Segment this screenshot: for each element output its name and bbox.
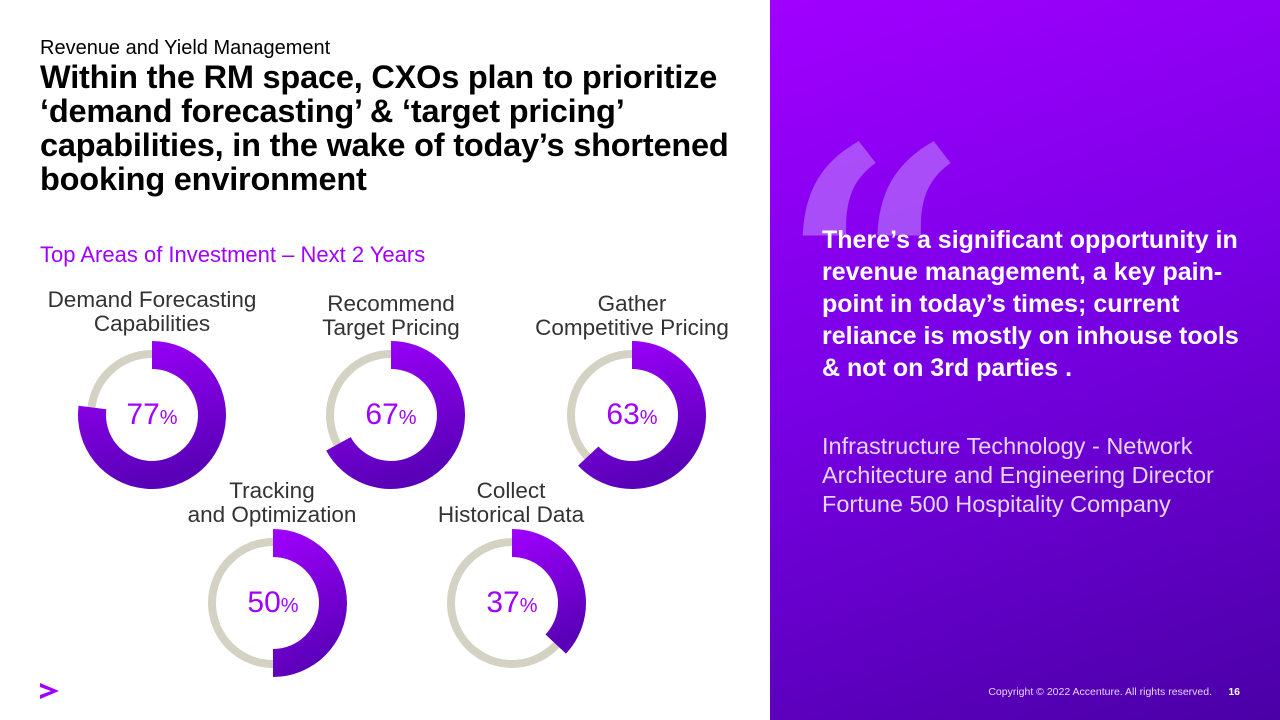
label-line: Capabilities xyxy=(93,311,211,336)
value-number: 67 xyxy=(365,398,399,431)
donut-arc xyxy=(78,341,227,489)
donut-arc xyxy=(273,529,347,677)
value-number: 63 xyxy=(606,398,640,431)
donut-svg xyxy=(78,341,227,489)
value-number: 50 xyxy=(247,586,281,619)
chart-title: Top Areas of Investment – Next 2 Years xyxy=(40,242,426,267)
label-line: Demand Forecasting xyxy=(47,287,257,312)
donut-tracking: 50% xyxy=(193,523,353,683)
donut-label-tracking: Tracking and Optimization xyxy=(142,479,402,527)
value-unit: % xyxy=(639,406,658,429)
donut-svg xyxy=(567,341,706,489)
donut-arc xyxy=(512,529,586,654)
page-number: 16 xyxy=(1228,686,1240,698)
quote-attribution: Infrastructure Technology - Network Arch… xyxy=(822,432,1262,519)
donut-value: 77% xyxy=(72,335,232,495)
page-title: Within the RM space, CXOs plan to priori… xyxy=(40,59,729,197)
value-unit: % xyxy=(519,594,538,617)
donut-label-target-pricing: Recommend Target Pricing xyxy=(261,292,521,340)
label-line: Gather xyxy=(597,291,667,316)
value-unit: % xyxy=(159,406,178,429)
donut-value: 63% xyxy=(552,335,712,495)
donut-target-pricing: 67% xyxy=(311,335,471,495)
label-line: Collect xyxy=(476,478,546,503)
donut-value: 50% xyxy=(193,523,353,683)
label-line: Tracking xyxy=(229,478,315,503)
donut-label-historical-data: Collect Historical Data xyxy=(381,479,641,527)
attribution-line: Fortune 500 Hospitality Company xyxy=(822,491,1171,517)
attribution-line: Infrastructure Technology - Network xyxy=(822,433,1193,459)
donut-value: 37% xyxy=(432,523,592,683)
donut-arc xyxy=(578,341,706,489)
donut-arc xyxy=(326,341,465,489)
quote-panel: “ There’s a significant opportunity in r… xyxy=(770,0,1280,720)
value-number: 37 xyxy=(486,586,520,619)
value-unit: % xyxy=(398,406,417,429)
value-unit: % xyxy=(280,594,299,617)
donut-value: 67% xyxy=(311,335,471,495)
quote-mark-icon: “ xyxy=(780,76,970,464)
donut-competitive-pricing: 63% xyxy=(552,335,712,495)
value-number: 77 xyxy=(126,398,160,431)
label-line: Historical Data xyxy=(437,502,585,527)
donut-demand-forecasting: 77% xyxy=(72,335,232,495)
left-panel: Revenue and Yield Management Within the … xyxy=(22,37,762,699)
donut-label-demand-forecasting: Demand Forecasting Capabilities xyxy=(22,288,282,336)
accenture-logo-icon xyxy=(40,683,59,699)
donut-svg xyxy=(208,529,347,677)
quote-text: There’s a significant opportunity in rev… xyxy=(822,226,1239,382)
donut-svg xyxy=(447,529,586,668)
label-line: Competitive Pricing xyxy=(535,315,729,340)
label-line: Recommend xyxy=(327,291,455,316)
donut-label-competitive-pricing: Gather Competitive Pricing xyxy=(502,292,762,340)
attribution-line: Architecture and Engineering Director xyxy=(822,462,1214,488)
donut-svg xyxy=(326,341,465,489)
label-line: Target Pricing xyxy=(322,315,460,340)
copyright-text: Copyright © 2022 Accenture. All rights r… xyxy=(988,686,1212,698)
label-line: and Optimization xyxy=(187,502,357,527)
donut-historical-data: 37% xyxy=(432,523,592,683)
page-subtitle: Revenue and Yield Management xyxy=(40,37,331,59)
